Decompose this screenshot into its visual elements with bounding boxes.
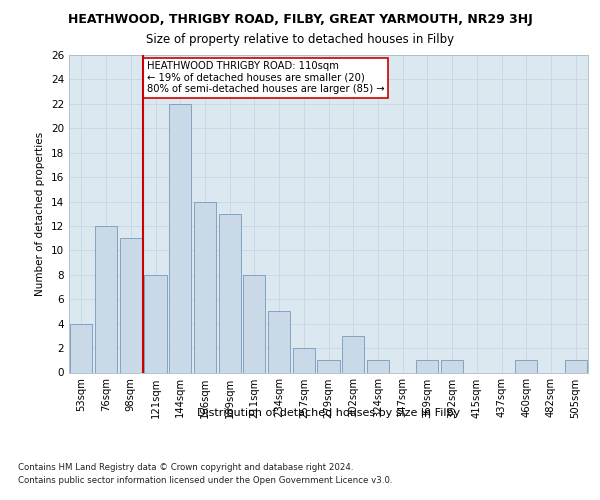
Bar: [95, 226, 117, 372]
Bar: [145, 275, 167, 372]
Bar: [218, 214, 241, 372]
Bar: [293, 348, 315, 372]
Y-axis label: Number of detached properties: Number of detached properties: [35, 132, 46, 296]
Bar: [169, 104, 191, 372]
Bar: [441, 360, 463, 372]
Bar: [342, 336, 364, 372]
Bar: [268, 312, 290, 372]
Text: Contains public sector information licensed under the Open Government Licence v3: Contains public sector information licen…: [18, 476, 392, 485]
Text: Distribution of detached houses by size in Filby: Distribution of detached houses by size …: [197, 408, 460, 418]
Bar: [70, 324, 92, 372]
Bar: [194, 202, 216, 372]
Bar: [119, 238, 142, 372]
Bar: [565, 360, 587, 372]
Bar: [317, 360, 340, 372]
Bar: [515, 360, 538, 372]
Bar: [367, 360, 389, 372]
Text: Contains HM Land Registry data © Crown copyright and database right 2024.: Contains HM Land Registry data © Crown c…: [18, 462, 353, 471]
Bar: [416, 360, 439, 372]
Text: Size of property relative to detached houses in Filby: Size of property relative to detached ho…: [146, 32, 454, 46]
Text: HEATHWOOD, THRIGBY ROAD, FILBY, GREAT YARMOUTH, NR29 3HJ: HEATHWOOD, THRIGBY ROAD, FILBY, GREAT YA…: [68, 12, 532, 26]
Text: HEATHWOOD THRIGBY ROAD: 110sqm
← 19% of detached houses are smaller (20)
80% of : HEATHWOOD THRIGBY ROAD: 110sqm ← 19% of …: [147, 61, 385, 94]
Bar: [243, 275, 265, 372]
